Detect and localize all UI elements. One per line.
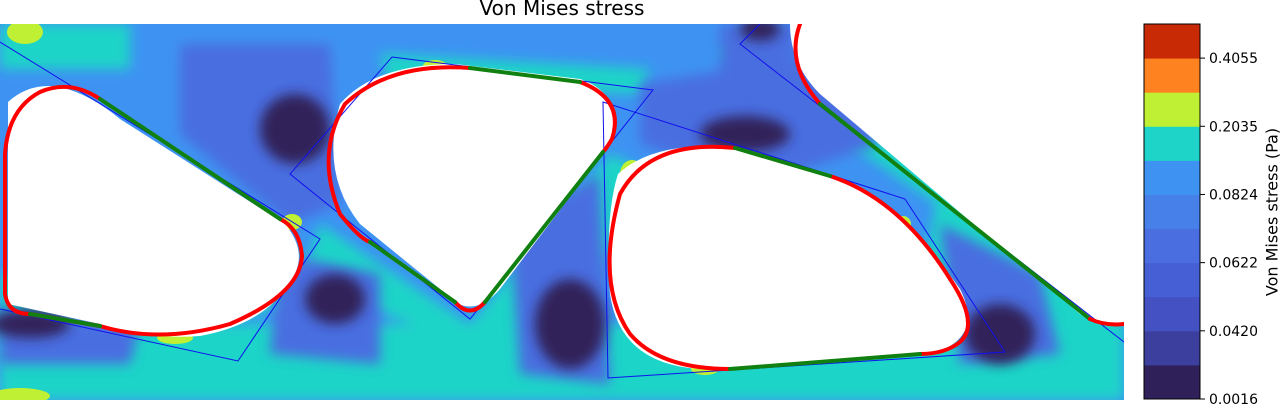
colorbar-segment bbox=[1144, 194, 1200, 230]
boundary-curves bbox=[3, 24, 1124, 371]
boundary-right-green bbox=[728, 102, 1092, 371]
holes bbox=[8, 24, 1124, 369]
hole-middle bbox=[333, 64, 614, 307]
boundary-right-red bbox=[607, 24, 970, 371]
hole-left bbox=[8, 86, 299, 337]
colorbar-segment bbox=[1144, 58, 1200, 93]
colorbar-tick-label: 0.2035 bbox=[1209, 119, 1258, 135]
chart-title: Von Mises stress bbox=[479, 0, 645, 20]
boundary-left-green bbox=[28, 97, 282, 328]
colorbar-tick-label: 0.0420 bbox=[1209, 324, 1258, 340]
colorbar-segment bbox=[1144, 24, 1200, 59]
colorbar-segment bbox=[1144, 228, 1200, 264]
colorbar-tick-label: 0.0824 bbox=[1209, 187, 1258, 203]
colorbar-segment bbox=[1144, 262, 1200, 298]
boundary-corner-red bbox=[1088, 317, 1124, 327]
boundary-middle-green bbox=[368, 66, 605, 304]
colorbar-segment bbox=[1144, 92, 1200, 127]
colorbar-segment bbox=[1144, 126, 1200, 161]
colorbar-tick-label: 0.0016 bbox=[1209, 392, 1258, 406]
colorbar-label: Von Mises stress (Pa) bbox=[1262, 127, 1281, 297]
colorbar-tick-label: 0.0622 bbox=[1209, 256, 1258, 272]
colorbar-segment bbox=[1144, 364, 1200, 400]
colorbar-segment bbox=[1144, 296, 1200, 332]
colorbar-segment bbox=[1144, 160, 1200, 195]
boundary-middle-red bbox=[326, 65, 617, 313]
hole-right bbox=[608, 145, 968, 369]
stress-band-dark bbox=[0, 24, 1035, 369]
boundary-left-red bbox=[3, 84, 305, 337]
colorbar-segment bbox=[1144, 330, 1200, 366]
hole-top-right bbox=[790, 24, 1124, 324]
stress-field-plot bbox=[0, 24, 1124, 400]
colorbar: 0.0016 0.0420 0.0622 0.0824 0.2035 0.4055 bbox=[1143, 23, 1258, 406]
colorbar-tick-label: 0.4055 bbox=[1209, 51, 1258, 67]
colorbar-frame bbox=[1143, 23, 1201, 400]
